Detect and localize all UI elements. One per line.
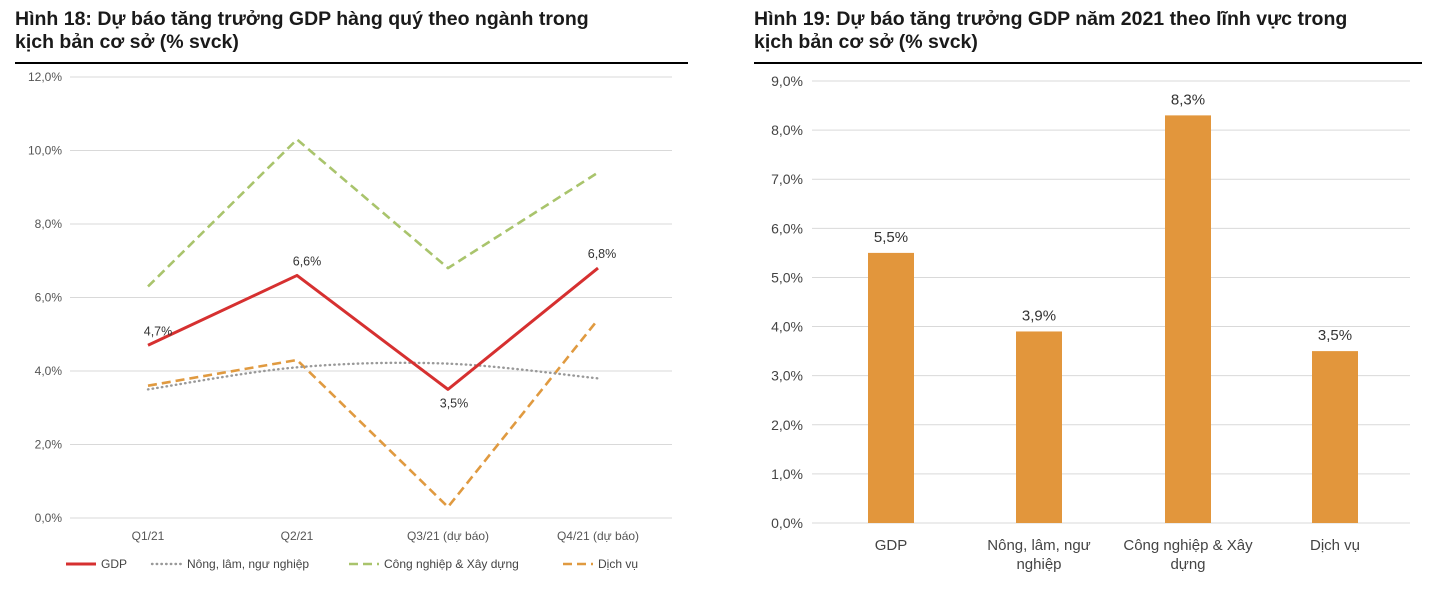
x-tick-label: Nông, lâm, ngư nghiệp	[987, 537, 1090, 573]
y-tick-label: 0,0%	[771, 515, 803, 531]
y-tick-label: 8,0%	[35, 217, 63, 231]
legend-label: Dịch vụ	[598, 557, 638, 571]
y-tick-label: 3,0%	[771, 368, 803, 384]
line-chart: 0,0% 2,0% 4,0% 6,0% 8,0% 10,0% 12,0% Q1/21 Q2/21…	[15, 62, 688, 571]
y-tick-label: 1,0%	[771, 466, 803, 482]
figure-19-title: Hình 19: Dự báo tăng trưởng GDP năm 2021…	[754, 8, 1347, 54]
series-line-d-ch-v-	[147, 318, 600, 509]
y-tick-label: 2,0%	[35, 438, 63, 452]
y-tick-label: 0,0%	[35, 511, 63, 525]
figure-18-title-line-2: kịch bản cơ sở (% svck)	[15, 31, 239, 53]
figure-19-title-line-1: Hình 19: Dự báo tăng trưởng GDP năm 2021…	[754, 8, 1348, 30]
x-tick-label: Công nghiệp & Xây dựng	[1123, 537, 1253, 573]
y-tick-label: 6,0%	[771, 220, 803, 236]
figure-18-title: Hình 18: Dự báo tăng trưởng GDP hàng quý…	[15, 8, 589, 54]
x-tick-label: Q4/21 (dự báo)	[557, 529, 639, 543]
series-line-n-ng-l-m-ng-nghi-p	[146, 361, 600, 391]
x-tick-label: Q1/21	[132, 529, 165, 543]
bar-data-label: 3,5%	[1318, 327, 1352, 344]
y-tick-label: 6,0%	[35, 291, 63, 305]
legend-label: GDP	[101, 557, 127, 571]
bar	[1165, 115, 1211, 523]
gdp-data-label: 3,5%	[440, 396, 469, 410]
y-tick-label: 4,0%	[771, 319, 803, 335]
gdp-data-label: 6,6%	[293, 254, 322, 268]
x-tick-label: Q2/21	[281, 529, 314, 543]
legend-label: Công nghiệp & Xây dựng	[384, 557, 519, 571]
series-line-c-ng-nghi-p-x-y-d-ng	[147, 138, 599, 288]
y-tick-label: 2,0%	[771, 417, 803, 433]
y-tick-label: 10,0%	[28, 144, 62, 158]
bar-data-label: 3,9%	[1022, 307, 1056, 324]
bar	[1016, 331, 1062, 523]
figure-19-title-line-2: kịch bản cơ sở (% svck)	[754, 31, 978, 53]
y-tick-label: 7,0%	[771, 171, 803, 187]
y-tick-label: 9,0%	[771, 73, 803, 89]
bar	[868, 252, 914, 523]
x-tick-label: GDP	[875, 537, 908, 554]
x-tick-label: Q3/21 (dự báo)	[407, 529, 489, 543]
figure-18-panel: Hình 18: Dự báo tăng trưởng GDP hàng quý…	[0, 0, 700, 590]
y-tick-label: 4,0%	[35, 364, 63, 378]
figure-19-panel: Hình 19: Dự báo tăng trưởng GDP năm 2021…	[748, 0, 1444, 590]
series-line-gdp	[147, 266, 599, 391]
bar-data-label: 8,3%	[1171, 91, 1205, 108]
figure-18-title-line-1: Hình 18: Dự báo tăng trưởng GDP hàng quý…	[15, 8, 589, 30]
bar	[1312, 351, 1358, 523]
x-tick-label: Dịch vụ	[1310, 537, 1360, 554]
y-tick-label: 12,0%	[28, 70, 62, 84]
bar-chart: 0,0% 1,0% 2,0% 3,0% 4,0% 5,0% 6,0% 7,0% 8,0% 9,0%…	[754, 62, 1422, 573]
y-tick-label: 8,0%	[771, 122, 803, 138]
bar-data-label: 5,5%	[874, 229, 908, 246]
gdp-data-label: 6,8%	[588, 247, 617, 261]
y-tick-label: 5,0%	[771, 269, 803, 285]
gdp-data-label: 4,7%	[144, 324, 173, 338]
legend-label: Nông, lâm, ngư nghiệp	[187, 557, 309, 571]
